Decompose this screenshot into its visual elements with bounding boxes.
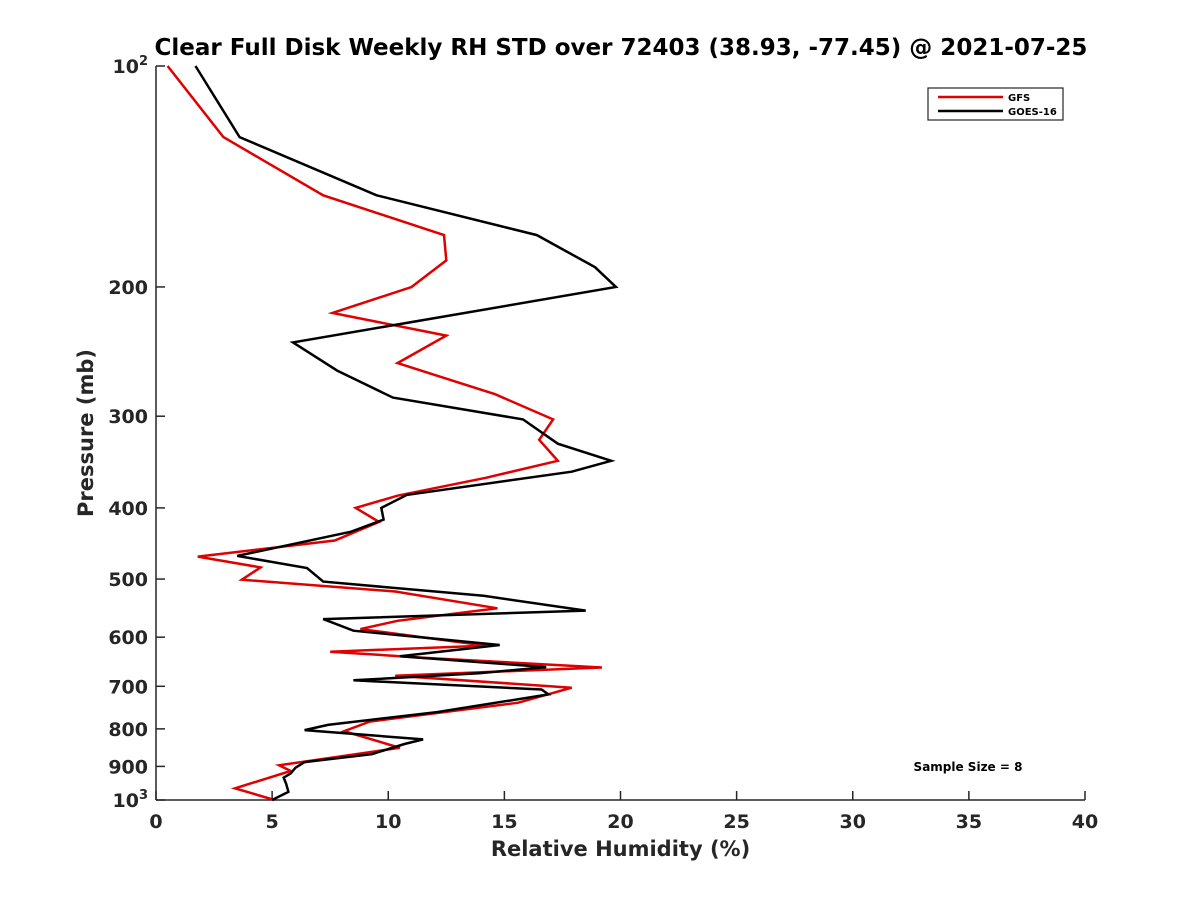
y-tick-label: 900 (108, 756, 148, 778)
plot-area (156, 66, 1085, 800)
x-tick-label: 0 (149, 811, 162, 833)
axes: 0 5 10 15 20 25 30 35 40102200300400500600700800… (108, 54, 1098, 833)
legend-label: GFS (1008, 93, 1030, 104)
x-tick-label: 5 (266, 811, 279, 833)
x-tick-label: 15 (491, 811, 517, 833)
sample-size-annotation: Sample Size = 8 (914, 760, 1023, 774)
x-tick-label: 40 (1072, 811, 1098, 833)
y-tick-label: 500 (108, 569, 148, 591)
x-axis-label: Relative Humidity (%) (491, 837, 750, 861)
legend: GFS GOES-16 (927, 87, 1064, 121)
y-tick-label: 700 (108, 676, 148, 698)
chart-title: Clear Full Disk Weekly RH STD over 72403… (155, 35, 1088, 61)
x-tick-label: 10 (375, 811, 401, 833)
legend-box (927, 87, 1064, 121)
x-tick-label: 35 (956, 811, 982, 833)
y-tick-label: 200 (108, 277, 148, 299)
y-tick-label: 600 (108, 627, 148, 649)
series-line-goes-16 (194, 65, 619, 802)
x-tick-label: 25 (723, 811, 749, 833)
legend-label: GOES-16 (1008, 107, 1057, 118)
y-tick-label: 300 (108, 406, 148, 428)
y-axis-label: Pressure (mb) (74, 349, 98, 517)
series-layer (166, 65, 619, 802)
y-tick-label: 400 (108, 498, 148, 520)
y-tick-label: 800 (108, 719, 148, 741)
x-tick-label: 30 (840, 811, 866, 833)
x-tick-label: 20 (607, 811, 633, 833)
